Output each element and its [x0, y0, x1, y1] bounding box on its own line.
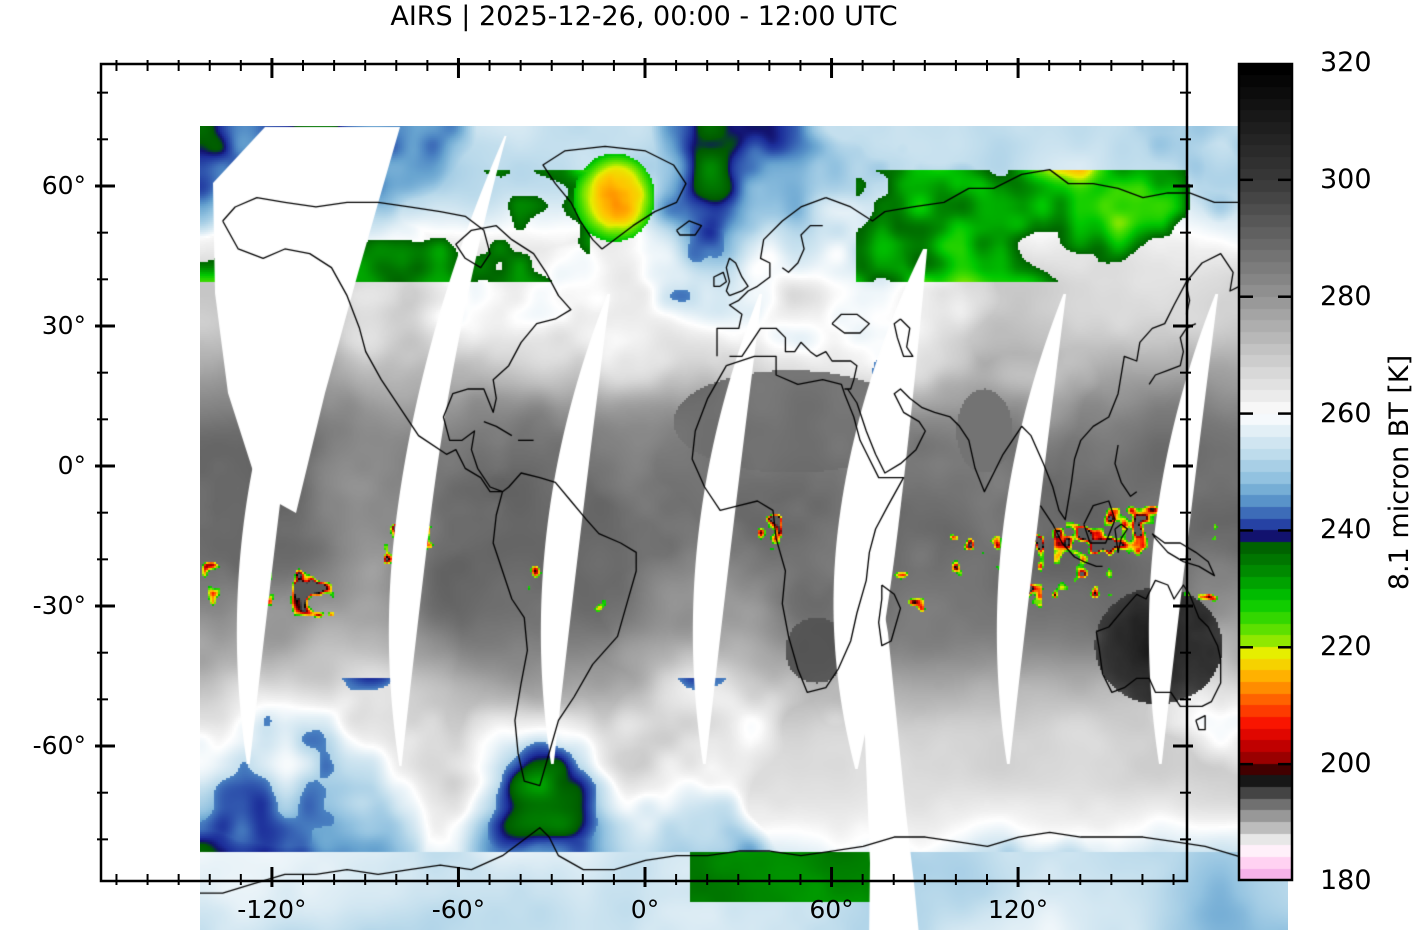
colorbar-canvas	[1238, 63, 1293, 881]
x-tick-label: 60°	[809, 895, 854, 924]
colorbar-tick-label: 220	[1320, 631, 1372, 663]
y-tick-label: 0°	[57, 451, 86, 480]
map-plot-area	[100, 63, 1288, 930]
chart-title: AIRS | 2025-12-26, 00:00 - 12:00 UTC	[390, 1, 898, 32]
colorbar-tick-label: 300	[1320, 163, 1372, 195]
y-tick-label: -30°	[32, 591, 86, 620]
y-tick-label: 30°	[41, 310, 86, 340]
y-tick-label: 60°	[41, 170, 86, 200]
colorbar-tick-label: 260	[1320, 397, 1372, 429]
y-tick-label: -60°	[32, 731, 86, 761]
x-tick-label: 120°	[987, 895, 1049, 924]
colorbar-label-wrap: 8.1 micron BT [K]	[1378, 63, 1421, 881]
colorbar-label: 8.1 micron BT [K]	[1384, 354, 1416, 590]
colorbar-tick-label: 240	[1320, 514, 1372, 546]
colorbar-tick-label: 280	[1320, 280, 1372, 312]
x-tick-label: 0°	[630, 895, 660, 924]
x-tick-label: -60°	[431, 895, 486, 924]
colorbar-tick-label: 200	[1320, 748, 1372, 780]
map-canvas	[200, 126, 1288, 930]
x-tick-label: -120°	[237, 895, 307, 924]
colorbar-tick-label: 180	[1320, 865, 1372, 896]
colorbar-tick-label: 320	[1320, 47, 1372, 78]
